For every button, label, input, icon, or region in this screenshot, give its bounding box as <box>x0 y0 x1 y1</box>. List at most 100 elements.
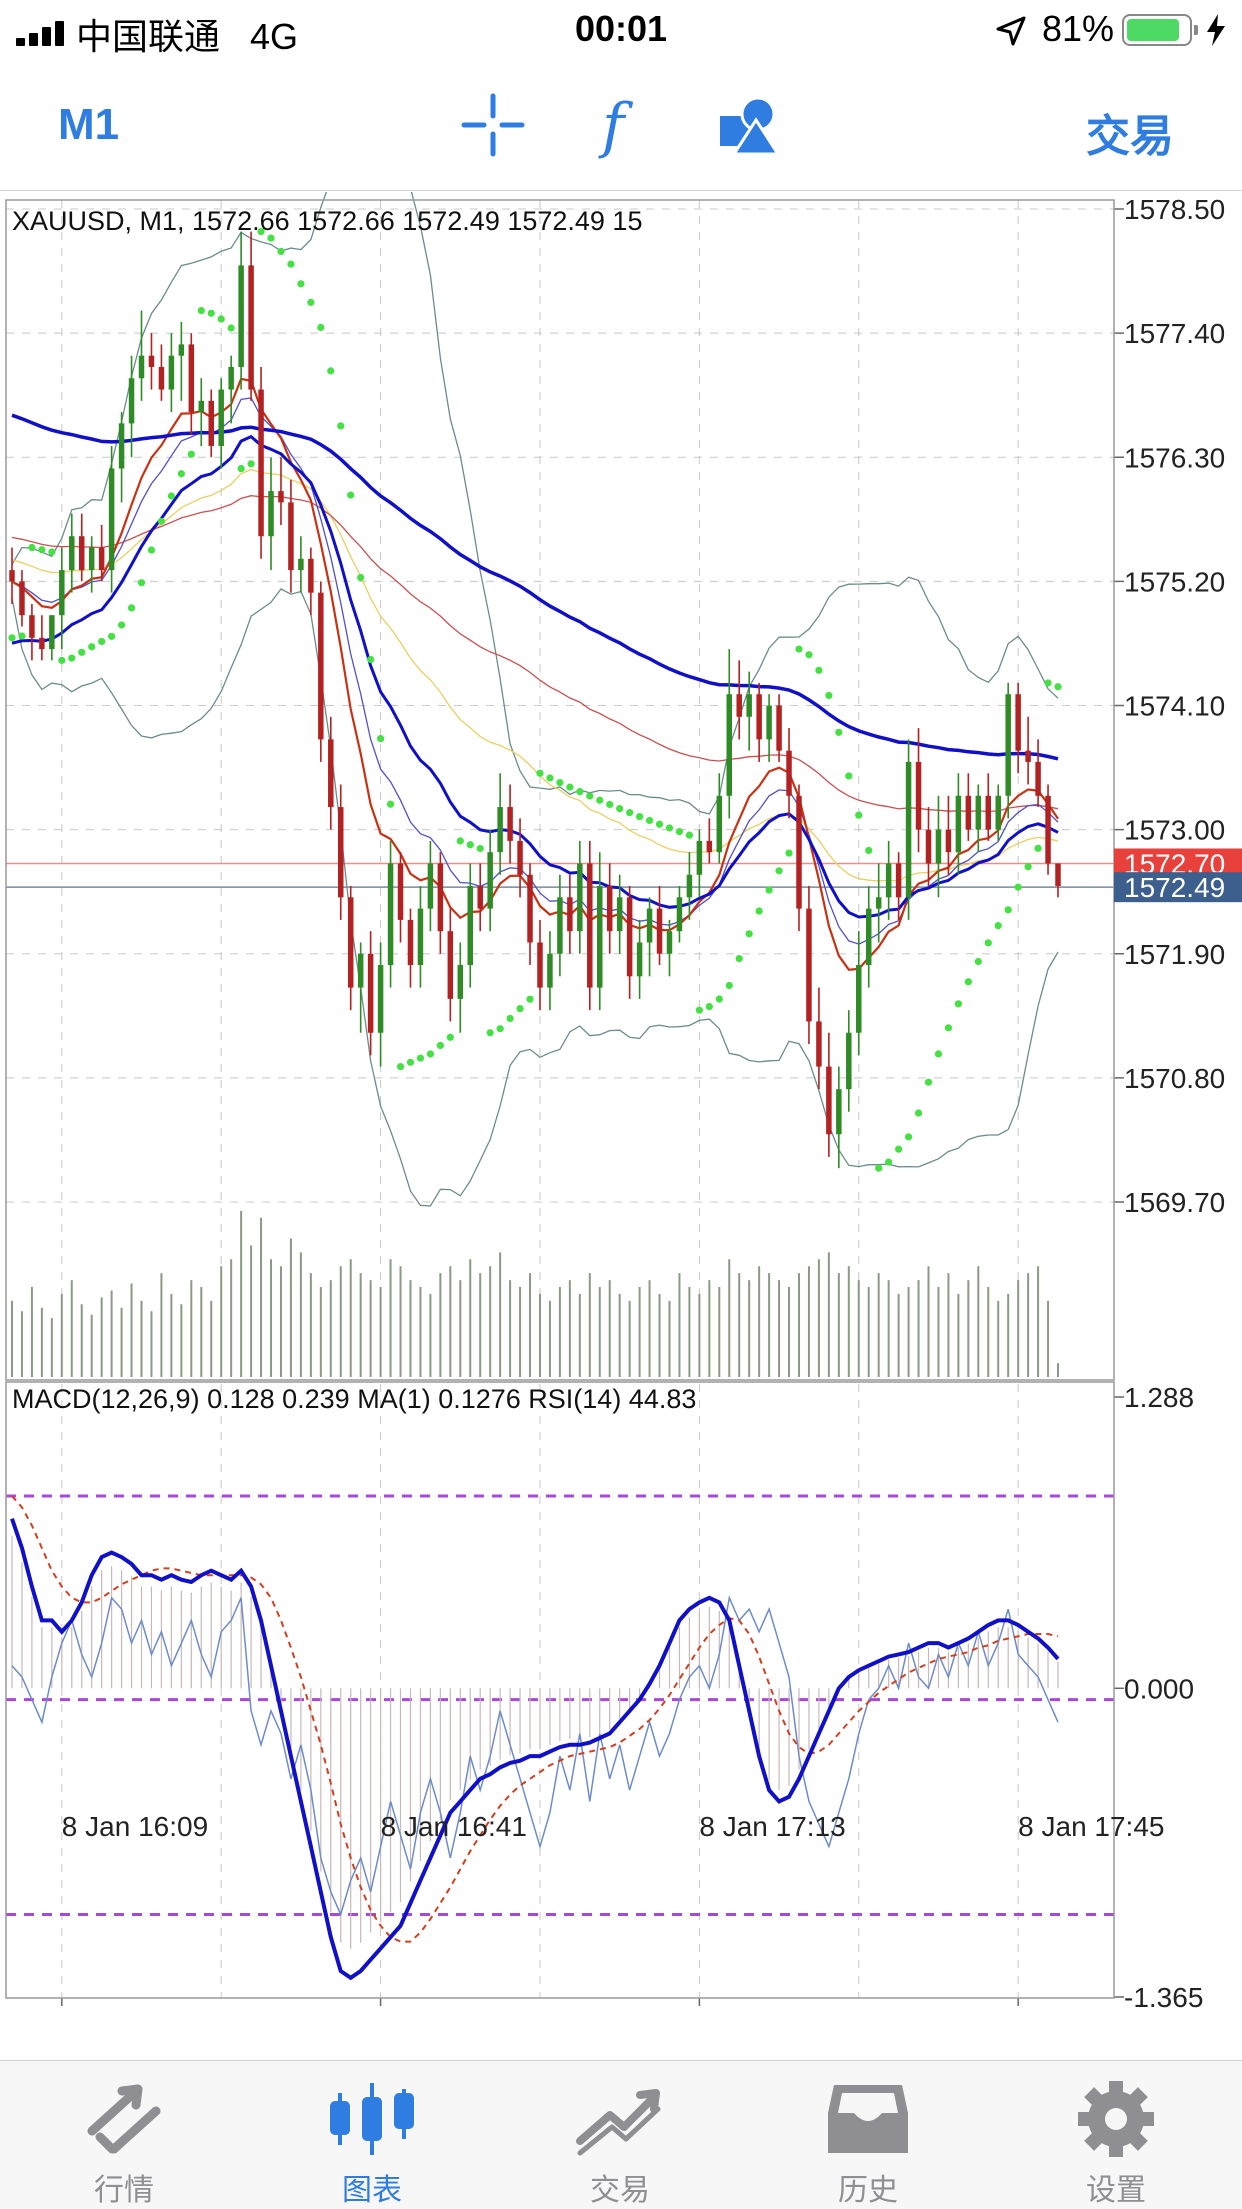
parabolic-sar-dot <box>98 637 106 646</box>
tab-trade[interactable]: 交易 <box>520 2061 720 2209</box>
candle <box>138 310 145 401</box>
candle-body <box>218 389 224 446</box>
parabolic-sar-dot <box>825 691 833 700</box>
candle <box>1015 682 1021 774</box>
history-tray-icon <box>828 2085 908 2153</box>
timeframe-button[interactable]: M1 <box>58 100 120 149</box>
parabolic-sar-dot <box>994 922 1002 930</box>
candle <box>776 694 782 762</box>
tab-trade-label: 交易 <box>590 2174 650 2207</box>
candle <box>447 908 454 1022</box>
candle <box>188 333 195 435</box>
tab-chart[interactable]: 图表 <box>272 2061 472 2209</box>
indicator-f-icon[interactable]: f <box>588 90 658 160</box>
parabolic-sar-dot <box>137 579 146 587</box>
parabolic-sar-dot <box>785 849 793 857</box>
parabolic-sar-dot <box>486 1029 494 1037</box>
tab-history-label: 历史 <box>838 2174 898 2207</box>
candle-body <box>616 897 623 932</box>
parabolic-sar-dot <box>317 323 325 332</box>
price-chart[interactable]: 1578.50 1577.40 1576.30 1575.20 1574.10 1573.… <box>0 107 1242 2013</box>
parabolic-sar-dot <box>1054 683 1062 691</box>
candle <box>905 739 912 920</box>
trade-button[interactable]: 交易 <box>1086 112 1174 161</box>
candle-body <box>985 795 992 830</box>
parabolic-sar-dot <box>8 634 16 642</box>
candle-body <box>39 637 45 650</box>
parabolic-sar-dot <box>755 907 763 915</box>
candle-body <box>88 547 95 571</box>
candle <box>387 840 394 988</box>
candle-body <box>268 491 274 537</box>
candle-body <box>9 570 15 582</box>
candle-body <box>1015 694 1021 751</box>
candle <box>9 547 15 604</box>
candle <box>646 897 653 977</box>
parabolic-sar-dot <box>645 816 654 825</box>
battery-percent: 81% <box>1042 8 1115 49</box>
parabolic-sar-dot <box>307 298 315 306</box>
candle <box>69 513 75 593</box>
parabolic-sar-dot <box>695 1006 703 1014</box>
parabolic-sar-dot <box>845 772 853 780</box>
candle <box>965 773 972 841</box>
candle <box>796 784 802 932</box>
candle-body <box>686 874 693 898</box>
crosshair-icon[interactable] <box>458 90 528 160</box>
candle-body <box>716 795 723 853</box>
candle-body <box>636 942 643 977</box>
chart-canvas[interactable]: 1578.50 1577.40 1576.30 1575.20 1574.10 1573.… <box>0 107 1242 2013</box>
candle <box>875 863 882 943</box>
parabolic-sar-dot <box>466 841 474 849</box>
parabolic-sar-dot <box>108 632 116 640</box>
candle-body <box>417 908 424 966</box>
candle-body <box>756 694 762 740</box>
candle-body <box>965 795 972 830</box>
candle-body <box>646 908 653 943</box>
candle-body <box>925 829 932 864</box>
parabolic-sar-dot <box>327 367 335 375</box>
candle <box>278 457 284 525</box>
candle <box>108 445 115 593</box>
ma-medium-blue-line <box>11 434 1059 919</box>
price-tick-label: 1575.20 <box>1124 566 1225 597</box>
candle-body <box>597 886 603 988</box>
candle-body <box>736 694 742 717</box>
parabolic-sar-dot <box>914 1109 923 1117</box>
candle-body <box>437 863 444 932</box>
parabolic-sar-dot <box>436 1041 444 1050</box>
candle <box>507 784 513 864</box>
parabolic-sar-dot <box>964 978 972 986</box>
candle <box>228 355 234 424</box>
candle <box>318 581 324 762</box>
time-tick-label: 8 Jan 17:45 <box>1018 1811 1164 1842</box>
candle-body <box>228 366 234 390</box>
candle <box>616 874 623 954</box>
parabolic-sar-dot <box>117 621 126 629</box>
time-tick-label: 8 Jan 17:13 <box>699 1811 845 1842</box>
svg-text:f: f <box>598 91 634 160</box>
parabolic-sar-dot <box>496 1025 504 1033</box>
objects-shapes-icon[interactable] <box>716 90 786 160</box>
candle-body <box>537 942 543 988</box>
candle-body <box>357 953 364 988</box>
tab-settings[interactable]: 设置 <box>1016 2061 1216 2209</box>
candle <box>407 908 414 988</box>
bottom-tab-bar: 行情 图表 交易 历史 <box>0 2060 1242 2209</box>
candle <box>686 852 693 920</box>
parabolic-sar-dot <box>406 1058 415 1066</box>
candle-body <box>59 570 65 616</box>
candle <box>367 931 374 1056</box>
candle-body <box>347 897 354 988</box>
carrier-name: 中国联通 4G <box>76 16 299 57</box>
parabolic-sar-dot <box>297 280 305 288</box>
parabolic-sar-dot <box>1044 679 1052 687</box>
candle <box>118 412 125 503</box>
tab-history[interactable]: 历史 <box>768 2061 968 2209</box>
price-tick-label: 1569.70 <box>1124 1187 1225 1218</box>
parabolic-sar-dot <box>865 846 873 855</box>
tab-quotes[interactable]: 行情 <box>24 2061 224 2209</box>
price-tick-label: 1571.90 <box>1124 939 1225 970</box>
candle-body <box>1005 694 1011 796</box>
candle <box>218 378 224 469</box>
